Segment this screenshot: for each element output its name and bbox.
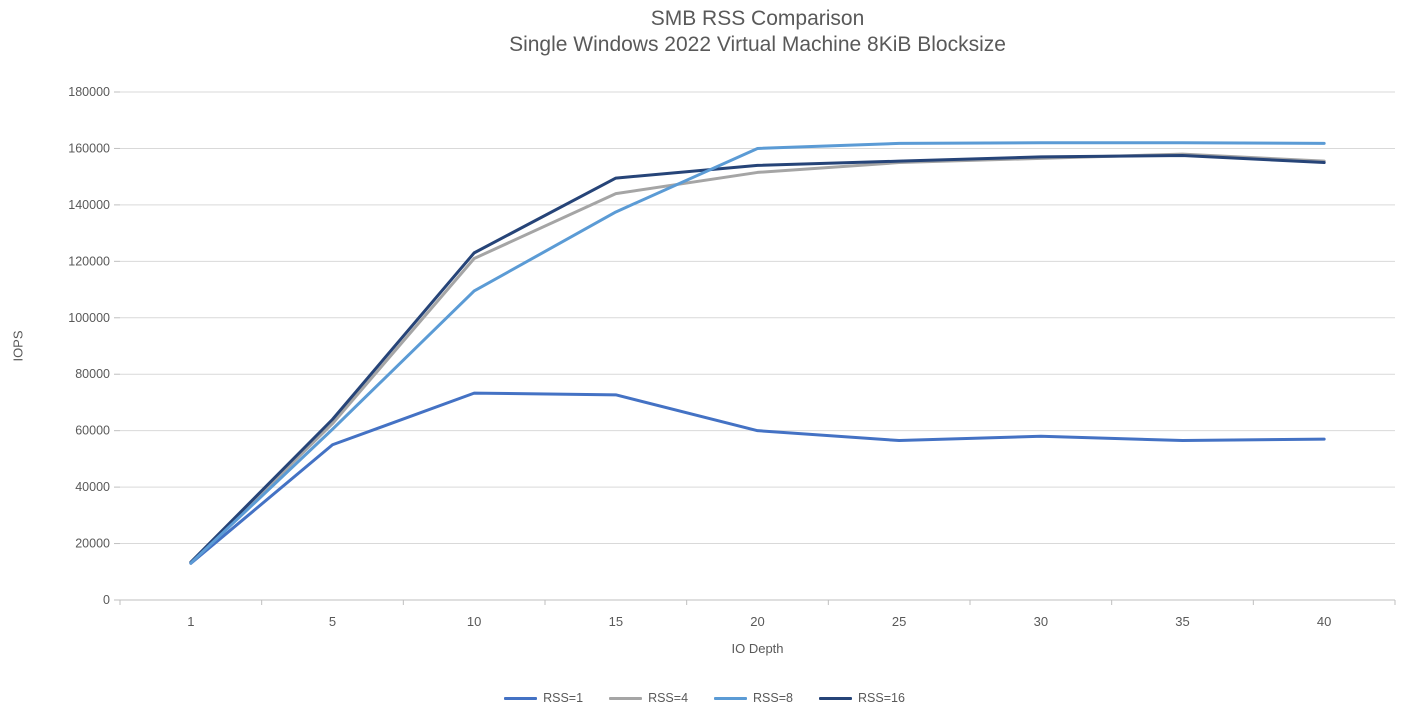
y-tick-label: 160000 (68, 141, 110, 155)
legend-label: RSS=1 (543, 691, 584, 705)
y-axis-title: IOPS (10, 330, 26, 362)
x-tick-label: 10 (467, 614, 481, 629)
series-line-rss-16 (189, 154, 1326, 564)
series-line-rss-1 (189, 391, 1326, 565)
legend-label: RSS=8 (753, 691, 793, 705)
y-tick-label: 180000 (68, 85, 110, 99)
legend: RSS=1 RSS=4 RSS=8 RSS=16 (0, 691, 1409, 705)
legend-item-rss-16: RSS=16 (819, 691, 905, 705)
legend-line-swatch (714, 696, 748, 700)
x-tick-label: 5 (329, 614, 336, 629)
legend-label: RSS=4 (648, 691, 689, 705)
chart-title: SMB RSS Comparison (650, 7, 865, 30)
series-line-rss-8 (189, 141, 1326, 565)
x-tick-label: 40 (1317, 614, 1331, 629)
x-tick-label: 35 (1175, 614, 1189, 629)
series-line-rss-4 (189, 152, 1326, 565)
x-tick-label: 20 (750, 614, 764, 629)
chart-subtitle: Single Windows 2022 Virtual Machine 8KiB… (509, 33, 1006, 56)
y-tick-label: 0 (103, 593, 110, 607)
y-tick-label: 120000 (68, 254, 110, 268)
legend-line-swatch (504, 696, 538, 700)
x-tick-label: 1 (187, 614, 194, 629)
legend-item-rss-8: RSS=8 (714, 691, 793, 705)
x-tick-label: 25 (892, 614, 906, 629)
y-tick-label: 40000 (75, 480, 110, 494)
y-tick-label: 100000 (68, 311, 110, 325)
x-tick-label: 15 (609, 614, 623, 629)
y-tick-label: 80000 (75, 367, 110, 381)
x-tick-label: 30 (1034, 614, 1048, 629)
y-tick-label: 140000 (68, 198, 110, 212)
chart-title-block: SMB RSS Comparison Single Windows 2022 V… (120, 6, 1395, 58)
legend-line-swatch (609, 696, 643, 700)
x-axis-title: IO Depth (731, 641, 784, 656)
y-tick-label: 20000 (75, 537, 110, 551)
legend-label: RSS=16 (858, 691, 905, 705)
legend-line-swatch (819, 696, 852, 700)
legend-item-rss-4: RSS=4 (609, 691, 688, 705)
legend-item-rss-1: RSS=1 (504, 691, 583, 705)
y-tick-label: 60000 (75, 424, 110, 438)
